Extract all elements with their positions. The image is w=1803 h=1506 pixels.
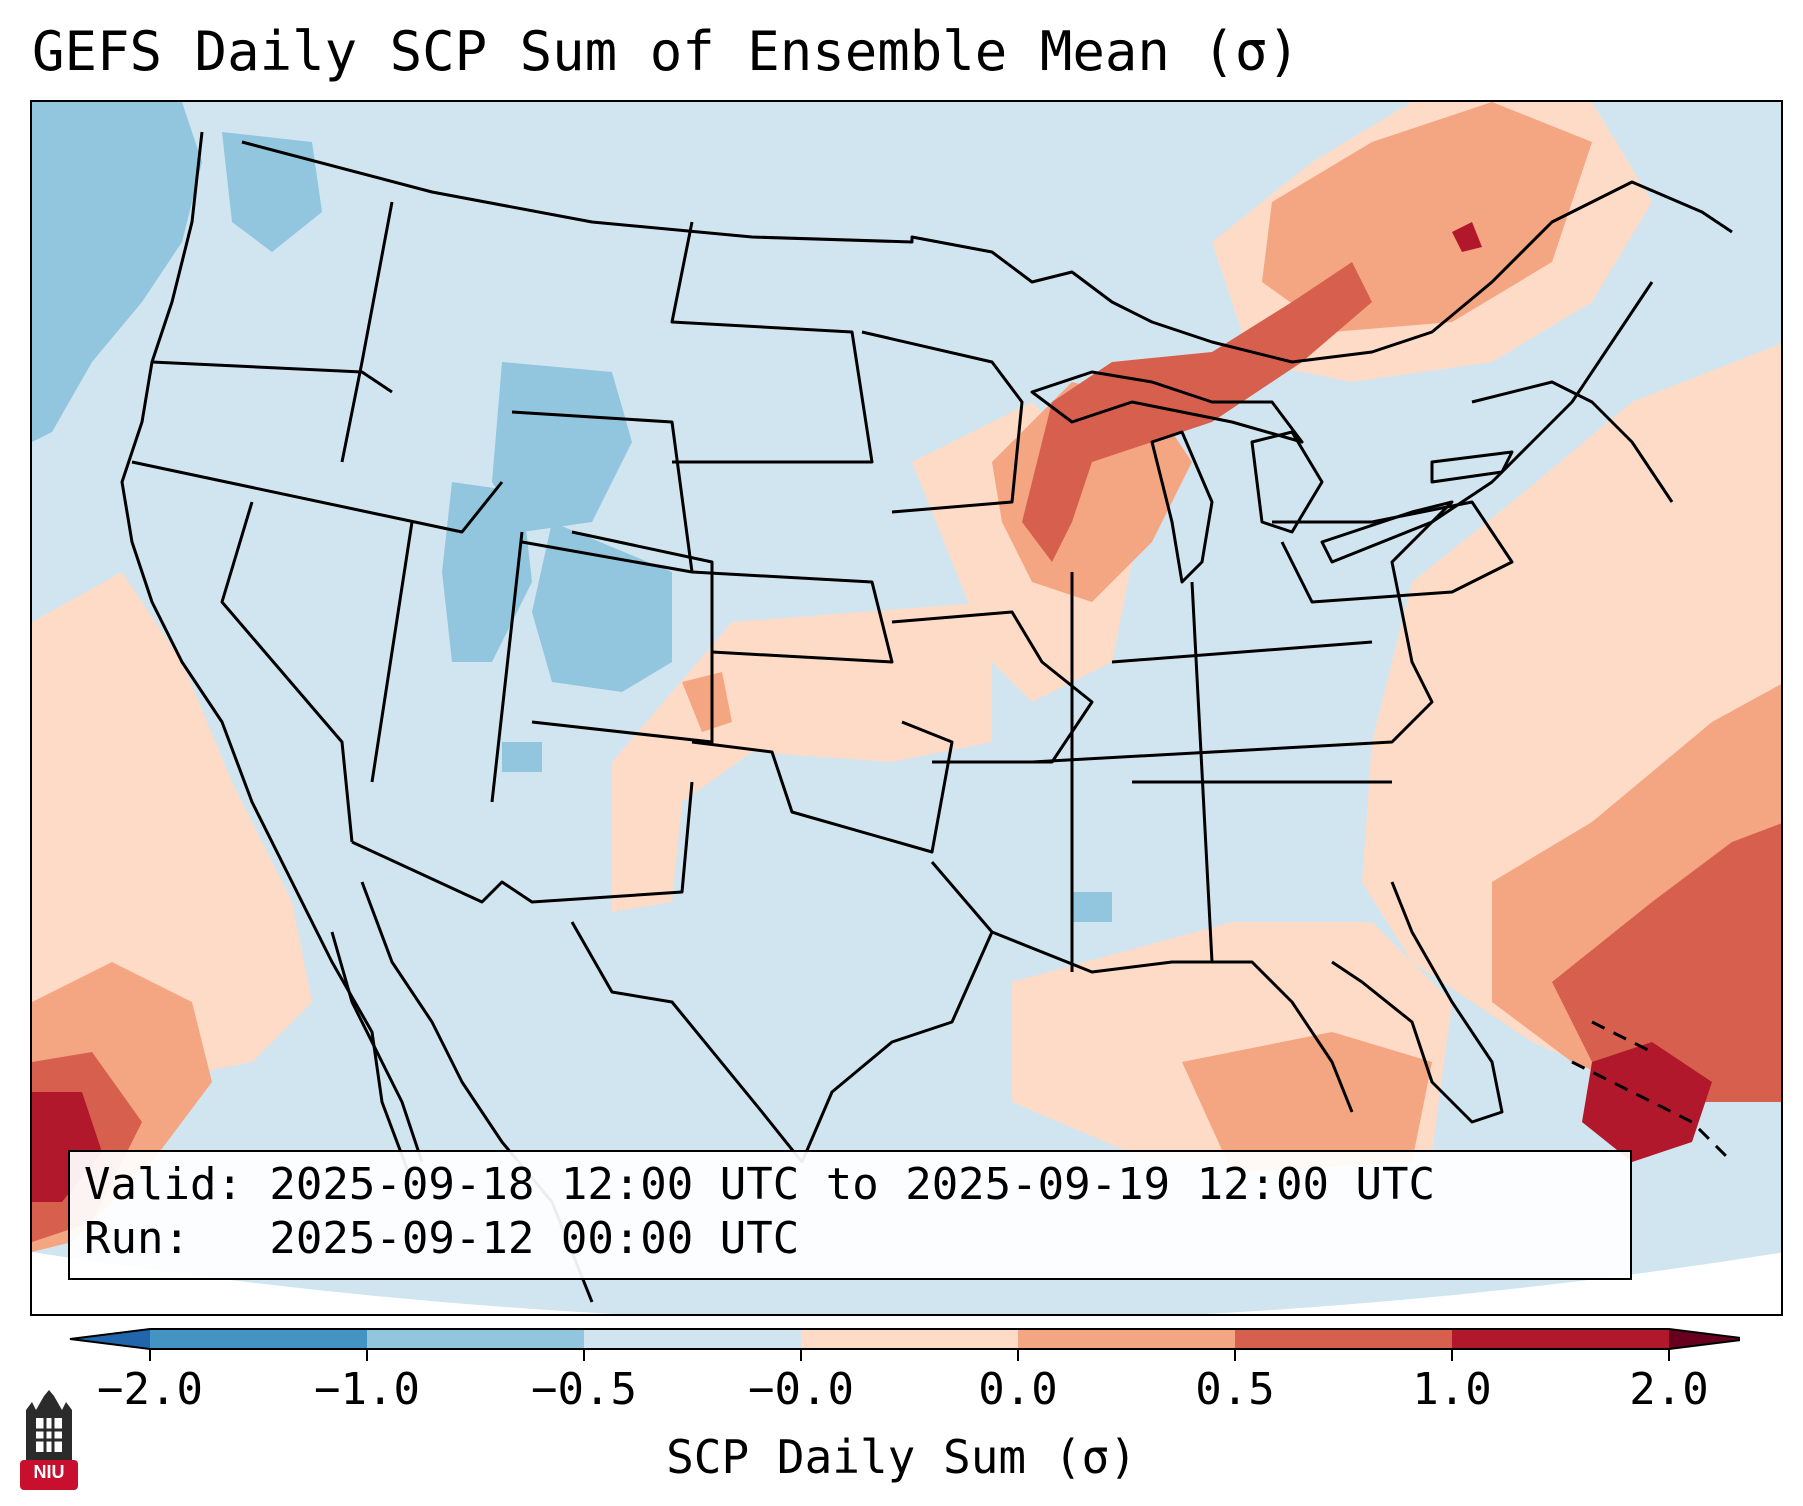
colorbar-tick-label: 0.5 — [1195, 1364, 1275, 1415]
weak-blue-washington — [222, 132, 322, 252]
colorbar-segment — [367, 1329, 584, 1349]
map-panel — [30, 100, 1783, 1316]
ok-tx — [691, 720, 954, 854]
run-time-text: Run: 2025-09-12 00:00 UTC — [84, 1213, 800, 1264]
colorbar-segment — [150, 1329, 367, 1349]
colorbar-segment — [1235, 1329, 1452, 1349]
florida — [1331, 881, 1504, 1124]
colorbar-segment — [1452, 1329, 1669, 1349]
east-inner — [1070, 572, 1392, 972]
colorbar-tick-label: −2.0 — [97, 1364, 203, 1415]
red-great-lakes — [1022, 262, 1372, 562]
colorbar-segment — [1018, 1329, 1235, 1349]
ca-nv — [220, 501, 354, 843]
colorbar-tick-label: −0.5 — [531, 1364, 637, 1415]
ohio-pa — [1272, 500, 1514, 604]
az-nm — [351, 781, 694, 904]
domain-edge — [32, 1252, 1781, 1314]
nv-ut — [370, 521, 414, 783]
valid-run-info-box: Valid: 2025-09-18 12:00 UTC to 2025-09-1… — [68, 1150, 1632, 1280]
map-svg — [32, 102, 1781, 1314]
logo-text: NIU — [33, 1462, 65, 1482]
chart-title: GEFS Daily SCP Sum of Ensemble Mean (σ) — [32, 20, 1300, 83]
lake-erie-ontario — [1320, 450, 1514, 564]
lake-superior — [1030, 370, 1304, 444]
ut-co — [490, 531, 524, 803]
colorbar-tick-label: −0.0 — [748, 1364, 854, 1415]
wy — [511, 410, 694, 574]
weak-blue-colorado — [532, 522, 672, 692]
colorbar-tick-label: 2.0 — [1629, 1364, 1709, 1415]
canada-border — [241, 140, 1733, 364]
weak-blue-wyoming — [492, 362, 632, 532]
gulf-coast — [991, 930, 1354, 1113]
colorbar-tick-label: 1.0 — [1412, 1364, 1492, 1415]
mid-red-ok — [682, 672, 732, 732]
ny-ne — [1471, 380, 1674, 503]
cuba-bahamas — [1571, 1020, 1734, 1164]
lake-michigan — [1150, 430, 1214, 584]
weak-blue-pacific — [32, 102, 202, 442]
state-borders — [120, 131, 1734, 1303]
id-mt — [340, 201, 394, 463]
colorbar-segment — [801, 1329, 1018, 1349]
mid-red-gulf — [1182, 1032, 1432, 1172]
colorbar-tick-label: 0.0 — [978, 1364, 1058, 1415]
wa-or — [151, 360, 393, 394]
colorbar — [69, 1328, 1740, 1361]
mn-wi-ia — [861, 330, 1024, 514]
lake-huron — [1250, 430, 1324, 534]
dark-red-canada — [1452, 222, 1482, 252]
scp-anomaly-fill — [32, 102, 1781, 1314]
dark-red-bahamas — [1582, 1042, 1712, 1162]
castle-icon — [20, 1390, 78, 1490]
dark-red-baja — [32, 1092, 102, 1202]
colorbar-segment — [584, 1329, 801, 1349]
or-ca-nv — [131, 460, 504, 534]
colorbar-tick-label: −1.0 — [314, 1364, 420, 1415]
tx-coast — [570, 861, 994, 1164]
red-atlantic — [1552, 823, 1781, 1102]
colorbar-label: SCP Daily Sum (σ) — [666, 1430, 1137, 1484]
colorbar-extend-low — [70, 1329, 150, 1349]
colorbar-extend-high — [1669, 1329, 1740, 1349]
ne-ks — [691, 570, 894, 664]
dakotas — [670, 221, 874, 464]
niu-logo: NIU — [20, 1390, 78, 1490]
valid-time-text: Valid: 2025-09-18 12:00 UTC to 2025-09-1… — [84, 1159, 1436, 1210]
